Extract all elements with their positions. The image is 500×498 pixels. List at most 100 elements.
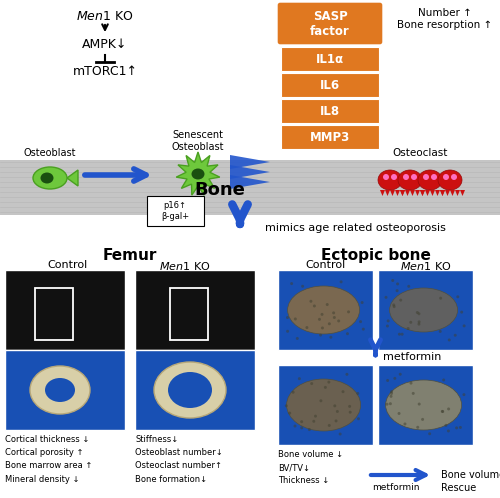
FancyBboxPatch shape (281, 73, 379, 97)
Polygon shape (410, 190, 415, 196)
Ellipse shape (347, 310, 350, 313)
Ellipse shape (443, 174, 449, 180)
Polygon shape (445, 190, 450, 196)
Polygon shape (380, 190, 385, 196)
Ellipse shape (33, 167, 67, 189)
Ellipse shape (346, 373, 348, 376)
Ellipse shape (431, 174, 437, 180)
FancyBboxPatch shape (378, 270, 473, 350)
Polygon shape (450, 190, 455, 196)
Ellipse shape (383, 174, 389, 180)
Polygon shape (67, 170, 78, 186)
Ellipse shape (398, 412, 400, 415)
Polygon shape (435, 190, 440, 196)
Text: Femur: Femur (103, 248, 157, 263)
Ellipse shape (328, 424, 331, 427)
Ellipse shape (348, 411, 352, 414)
Ellipse shape (398, 333, 401, 336)
Text: IL1α: IL1α (316, 52, 344, 66)
Ellipse shape (428, 432, 431, 435)
Polygon shape (420, 190, 425, 196)
Ellipse shape (306, 326, 308, 329)
Ellipse shape (286, 379, 360, 431)
Ellipse shape (318, 318, 321, 321)
FancyBboxPatch shape (278, 365, 373, 445)
Ellipse shape (332, 311, 335, 314)
Ellipse shape (447, 429, 450, 432)
Polygon shape (395, 190, 400, 196)
Text: Bone: Bone (194, 181, 246, 199)
Ellipse shape (288, 286, 360, 334)
Ellipse shape (286, 316, 289, 319)
Text: $\it{Men1}$ KO: $\it{Men1}$ KO (76, 10, 134, 23)
Ellipse shape (439, 297, 442, 300)
Ellipse shape (438, 170, 462, 190)
Ellipse shape (326, 303, 328, 306)
Polygon shape (230, 175, 270, 189)
Ellipse shape (192, 168, 204, 179)
Ellipse shape (416, 426, 419, 429)
Ellipse shape (447, 407, 450, 410)
FancyBboxPatch shape (5, 350, 125, 430)
Ellipse shape (319, 334, 322, 337)
Ellipse shape (390, 390, 393, 393)
Text: Osteoclast: Osteoclast (392, 148, 448, 158)
Polygon shape (230, 155, 270, 169)
Ellipse shape (288, 411, 291, 414)
Ellipse shape (320, 399, 322, 402)
Text: Bone volume
Rescue: Bone volume Rescue (441, 470, 500, 493)
Ellipse shape (360, 301, 364, 304)
Ellipse shape (416, 311, 419, 314)
Ellipse shape (312, 420, 316, 423)
Text: Bone volume ↓
BV/TV↓
Thickness ↓: Bone volume ↓ BV/TV↓ Thickness ↓ (278, 450, 343, 486)
Ellipse shape (320, 313, 324, 316)
Ellipse shape (406, 327, 410, 330)
Ellipse shape (328, 322, 331, 325)
Ellipse shape (386, 379, 389, 382)
Ellipse shape (418, 323, 420, 326)
Text: SASP
factor: SASP factor (310, 9, 350, 37)
FancyBboxPatch shape (281, 47, 379, 71)
Ellipse shape (346, 332, 349, 335)
Ellipse shape (418, 320, 420, 323)
Polygon shape (440, 190, 445, 196)
Ellipse shape (324, 386, 327, 389)
Ellipse shape (342, 390, 344, 393)
Polygon shape (400, 190, 405, 196)
FancyBboxPatch shape (281, 99, 379, 123)
Polygon shape (430, 190, 435, 196)
Text: p16↑
β-gal+: p16↑ β-gal+ (161, 201, 189, 221)
Ellipse shape (313, 304, 316, 307)
Ellipse shape (285, 404, 288, 407)
Ellipse shape (462, 393, 466, 396)
Polygon shape (415, 190, 420, 196)
Ellipse shape (356, 392, 360, 395)
Ellipse shape (359, 320, 362, 323)
Ellipse shape (294, 317, 297, 320)
Ellipse shape (418, 170, 442, 190)
Ellipse shape (392, 305, 396, 308)
Ellipse shape (448, 339, 451, 342)
Ellipse shape (314, 415, 317, 418)
Ellipse shape (357, 417, 360, 420)
Ellipse shape (400, 333, 404, 336)
Text: metformin: metformin (372, 483, 420, 492)
FancyBboxPatch shape (278, 270, 373, 350)
Ellipse shape (456, 295, 460, 298)
Ellipse shape (418, 402, 420, 405)
Ellipse shape (391, 174, 397, 180)
Text: Ectopic bone: Ectopic bone (320, 248, 430, 263)
Ellipse shape (403, 174, 409, 180)
Ellipse shape (310, 300, 312, 303)
Ellipse shape (348, 405, 351, 408)
Polygon shape (385, 190, 390, 196)
Ellipse shape (394, 377, 396, 380)
Ellipse shape (421, 418, 424, 421)
Ellipse shape (460, 311, 463, 314)
Ellipse shape (396, 289, 398, 292)
Polygon shape (425, 190, 430, 196)
Ellipse shape (168, 372, 212, 408)
Ellipse shape (423, 174, 429, 180)
Polygon shape (420, 190, 425, 196)
Ellipse shape (454, 334, 456, 337)
